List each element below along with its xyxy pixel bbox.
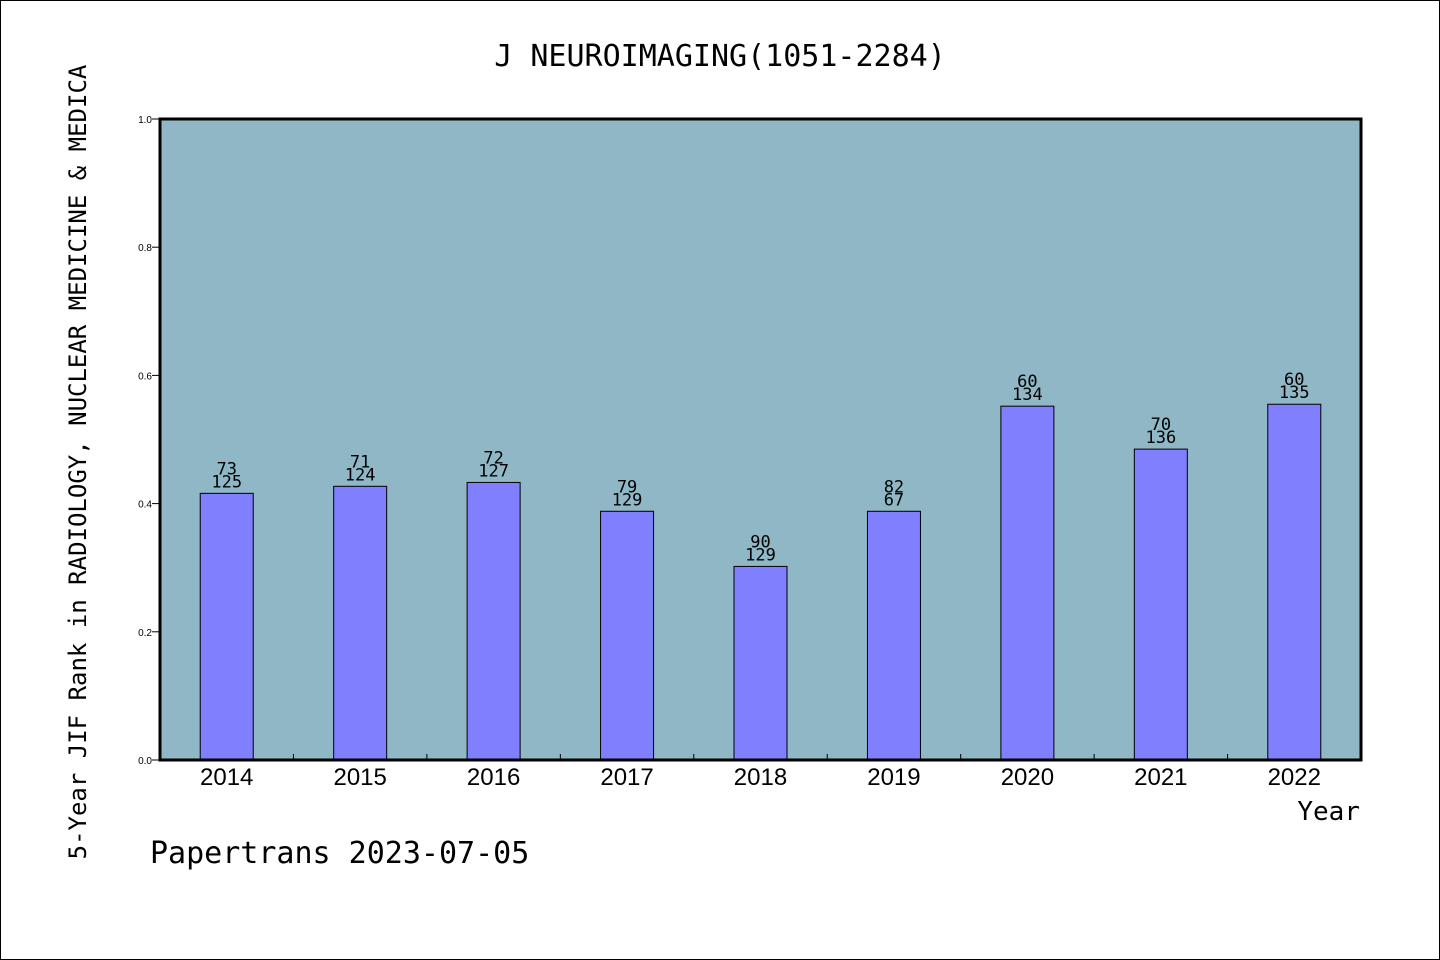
- y-axis: 0.0 0.2 0.4 0.6 0.8 1.0: [138, 115, 160, 767]
- x-tick-label: 2020: [1001, 764, 1054, 791]
- bar-2017: [600, 510, 655, 761]
- bar-label-bottom: 125: [211, 472, 242, 492]
- bar-label-bottom: 67: [884, 490, 904, 510]
- bar-2019: [866, 510, 921, 761]
- bar-label-bottom: 134: [1012, 385, 1043, 405]
- x-tick-label: 2021: [1134, 764, 1187, 791]
- x-tick-label: 2014: [200, 764, 253, 791]
- bar-2016: [466, 481, 521, 761]
- bar-label-top: 79: [617, 477, 637, 497]
- bar-2015: [333, 485, 388, 761]
- bar-label-bottom: 135: [1279, 383, 1310, 403]
- x-tick-label: 2017: [600, 764, 653, 791]
- x-tick-label: 2016: [467, 764, 520, 791]
- bar-label-top: 73: [216, 459, 236, 479]
- y-tick-label: 0.6: [138, 371, 152, 382]
- bar-label-bottom: 127: [478, 461, 509, 481]
- x-tick-label: 2015: [333, 764, 386, 791]
- y-axis-label: 5-Year JIF Rank in RADIOLOGY, NUCLEAR ME…: [64, 64, 92, 859]
- x-axis-label: Year: [1297, 797, 1360, 827]
- bar-label-bottom: 124: [345, 465, 376, 485]
- y-tick-label: 1.0: [138, 115, 152, 126]
- bar-label-top: 82: [884, 477, 904, 497]
- bar-label-top: 60: [1017, 372, 1037, 392]
- bar-2020: [1000, 405, 1055, 761]
- watermark-text: Papertrans 2023-07-05: [150, 836, 529, 871]
- bars-group: 7312571124721277912990129826760134701366…: [199, 370, 1322, 761]
- x-tick-label: 2018: [734, 764, 787, 791]
- chart-title: J NEUROIMAGING(1051-2284): [494, 39, 946, 74]
- bar-label-bottom: 129: [745, 545, 776, 565]
- plot-border: [158, 117, 1363, 762]
- y-tick-label: 0.2: [138, 628, 152, 639]
- bar-label-top: 90: [750, 532, 770, 552]
- y-tick-label: 0.8: [138, 243, 152, 254]
- x-axis: 2014 2015 2016 2017 2018 2019 2020 2021 2022: [200, 754, 1321, 791]
- bar-2022: [1267, 403, 1322, 761]
- bar-2021: [1133, 448, 1188, 761]
- bar-label-top: 72: [483, 448, 503, 468]
- bar-label-top: 70: [1151, 415, 1171, 435]
- bar-label-bottom: 136: [1145, 428, 1176, 448]
- bar-2014: [199, 492, 254, 761]
- bar-label-top: 60: [1284, 370, 1304, 390]
- bar-label-bottom: 129: [612, 490, 643, 510]
- y-tick-label: 0.0: [138, 756, 152, 767]
- x-tick-label: 2022: [1268, 764, 1321, 791]
- x-tick-label: 2019: [867, 764, 920, 791]
- bar-label-top: 71: [350, 452, 370, 472]
- y-tick-label: 0.4: [138, 500, 152, 511]
- bar-2018: [733, 565, 788, 761]
